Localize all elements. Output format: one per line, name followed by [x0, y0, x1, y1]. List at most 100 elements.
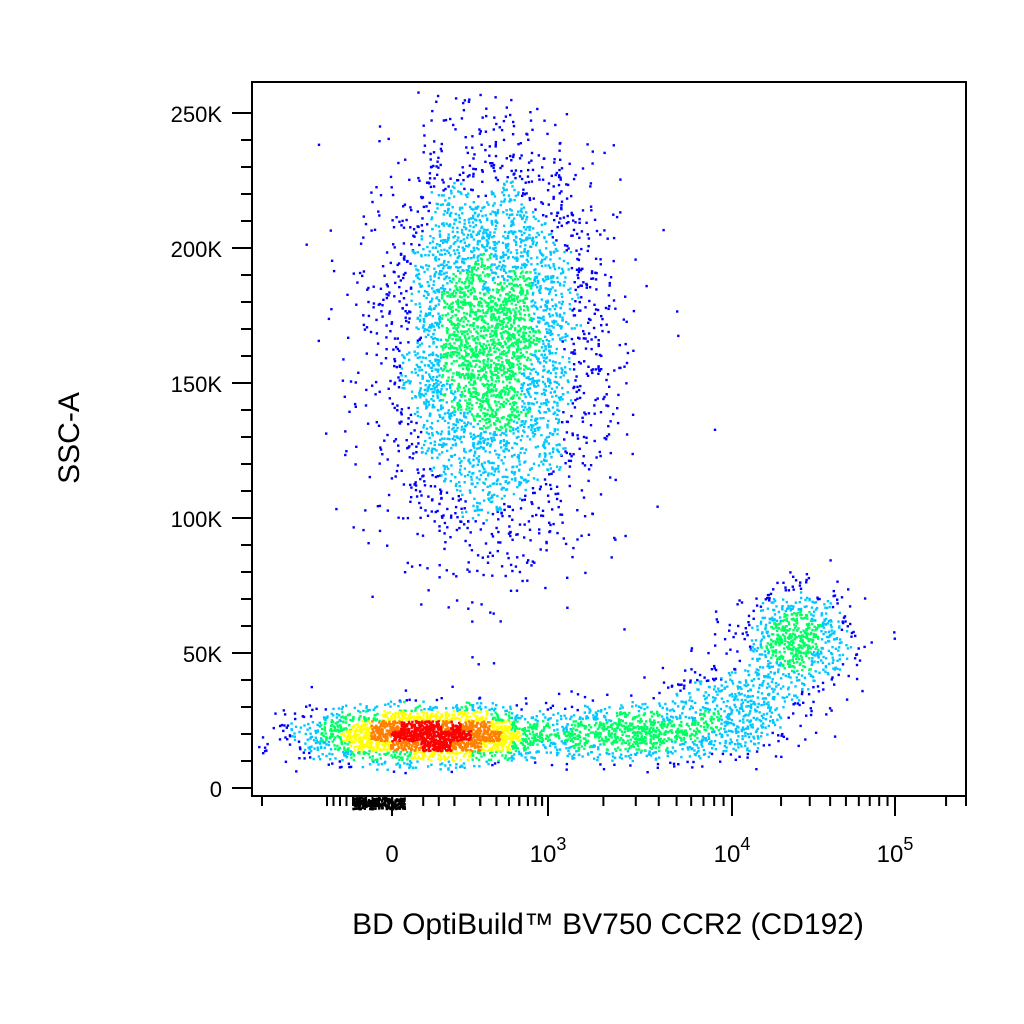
event-dot	[436, 207, 439, 210]
event-dot	[697, 746, 700, 750]
event-dot	[707, 651, 710, 655]
event-dot	[353, 402, 357, 406]
event-dot	[493, 231, 496, 234]
event-dot	[729, 738, 732, 741]
event-dot	[587, 533, 591, 536]
event-dot	[545, 541, 548, 545]
event-dot	[450, 514, 453, 517]
event-dot	[609, 276, 613, 279]
event-dot	[811, 662, 814, 665]
event-dot	[263, 749, 267, 753]
event-dot	[773, 599, 777, 603]
event-dots	[258, 91, 896, 811]
event-dot	[542, 402, 546, 405]
event-dot	[772, 721, 775, 724]
event-dot	[705, 729, 708, 732]
event-dot	[744, 744, 747, 747]
event-dot	[357, 718, 361, 721]
event-dot	[486, 289, 489, 293]
event-dot	[375, 705, 379, 708]
event-dot	[525, 132, 528, 136]
event-dot	[542, 417, 545, 420]
event-dot	[501, 431, 504, 435]
event-dot	[474, 262, 477, 266]
event-dot	[456, 408, 460, 411]
event-dot	[398, 285, 401, 289]
event-dot	[550, 281, 553, 284]
event-dot	[512, 394, 516, 397]
event-dot	[573, 753, 576, 756]
event-dot	[329, 229, 332, 232]
event-dot	[586, 374, 590, 377]
event-dot	[754, 730, 758, 734]
event-dot	[430, 398, 433, 401]
event-dot	[550, 763, 554, 767]
event-dot	[437, 383, 440, 386]
event-dot	[505, 180, 509, 183]
event-dot	[439, 390, 442, 393]
event-dot	[572, 368, 576, 371]
event-dot	[597, 365, 600, 368]
event-dot	[767, 704, 770, 707]
event-dot	[729, 729, 733, 733]
event-dot	[609, 420, 612, 423]
event-dot	[395, 216, 398, 219]
event-dot	[544, 385, 547, 388]
event-dot	[648, 751, 651, 755]
event-dot	[524, 478, 527, 482]
event-dot	[625, 361, 629, 365]
event-dot	[371, 200, 374, 204]
event-dot	[575, 232, 579, 236]
event-dot	[551, 276, 555, 279]
event-dot	[564, 332, 567, 336]
event-dot	[400, 413, 403, 416]
event-dot	[430, 510, 433, 513]
event-dot	[459, 520, 462, 523]
event-dot	[443, 437, 446, 440]
event-dot	[449, 307, 453, 310]
event-dot	[437, 166, 440, 169]
event-dot	[677, 705, 680, 708]
event-dot	[576, 437, 580, 440]
event-dot	[612, 259, 615, 263]
event-dot	[408, 310, 411, 313]
event-dot	[497, 289, 501, 292]
event-dot	[442, 470, 446, 473]
event-dot	[456, 516, 459, 519]
event-dot	[688, 692, 691, 695]
event-dot	[545, 751, 548, 754]
event-dot	[512, 173, 515, 176]
event-dot	[631, 701, 634, 704]
event-dot	[824, 657, 828, 660]
event-dot	[442, 181, 445, 184]
event-dot	[384, 357, 388, 360]
event-dot	[527, 426, 530, 429]
event-dot	[788, 663, 792, 667]
event-dot	[801, 682, 804, 685]
event-dot	[338, 714, 341, 717]
event-dot	[554, 361, 557, 364]
event-dot	[840, 628, 844, 631]
event-dot	[350, 756, 353, 759]
event-dot	[525, 376, 528, 379]
event-dot	[447, 233, 450, 236]
event-dot	[772, 627, 775, 630]
event-dot	[524, 488, 527, 492]
event-dot	[387, 493, 391, 497]
event-dot	[546, 307, 549, 310]
event-dot	[370, 191, 373, 194]
event-dot	[404, 771, 407, 775]
event-dot	[420, 284, 423, 288]
event-dot	[322, 740, 325, 744]
event-dot	[557, 409, 561, 413]
event-dot	[472, 172, 475, 176]
event-dot	[427, 386, 430, 389]
event-dot	[568, 357, 571, 360]
event-dot	[390, 186, 393, 189]
event-dot	[816, 598, 820, 601]
event-dot	[604, 273, 607, 277]
event-dot	[550, 229, 554, 233]
event-dot	[393, 295, 396, 298]
event-dot	[768, 676, 771, 679]
event-dot	[515, 465, 518, 468]
